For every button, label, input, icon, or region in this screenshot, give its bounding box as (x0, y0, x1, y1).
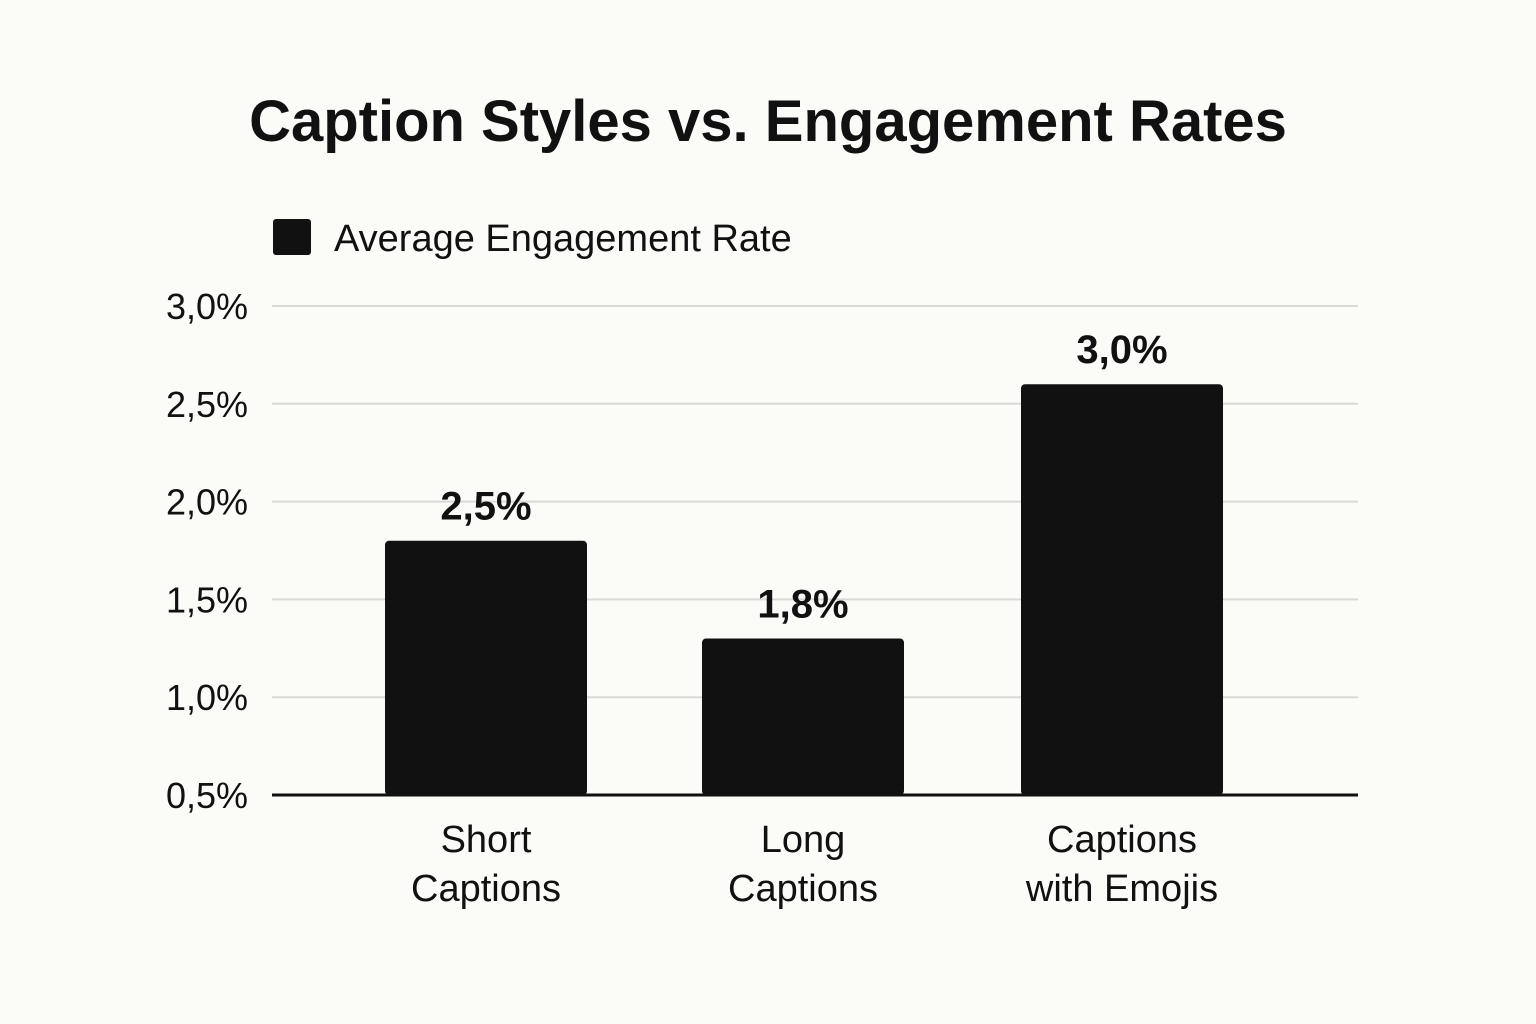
y-tick-label: 1,0% (166, 677, 248, 718)
x-tick-label: Captions (1047, 819, 1197, 861)
bar (1021, 384, 1223, 795)
y-tick-label: 2,0% (166, 482, 248, 523)
x-tick-label: Captions (728, 868, 878, 910)
data-label: 3,0% (1076, 328, 1167, 372)
bars (385, 384, 1223, 795)
y-axis-ticks: 3,0% 2,5% 2,0% 1,5% 1,0% 0,5% (166, 286, 248, 816)
data-labels: 2,5% 1,8% 3,0% (440, 328, 1167, 626)
chart-title: Caption Styles vs. Engagement Rates (249, 89, 1287, 154)
data-label: 2,5% (440, 485, 531, 529)
legend: Average Engagement Rate (273, 218, 792, 260)
bar (385, 540, 587, 795)
data-label: 1,8% (757, 583, 848, 627)
y-tick-label: 0,5% (166, 775, 248, 816)
x-tick-label: Long (761, 819, 846, 861)
bar (702, 638, 904, 795)
legend-swatch (273, 219, 311, 255)
x-tick-label: with Emojis (1025, 868, 1218, 910)
legend-label: Average Engagement Rate (334, 218, 792, 260)
x-axis-categories: Short Captions Long Captions Captions with Em… (411, 819, 1218, 910)
y-tick-label: 1,5% (166, 579, 248, 620)
x-tick-label: Captions (411, 868, 561, 910)
y-tick-label: 2,5% (166, 384, 248, 425)
y-tick-label: 3,0% (166, 286, 248, 327)
x-tick-label: Short (441, 819, 532, 861)
